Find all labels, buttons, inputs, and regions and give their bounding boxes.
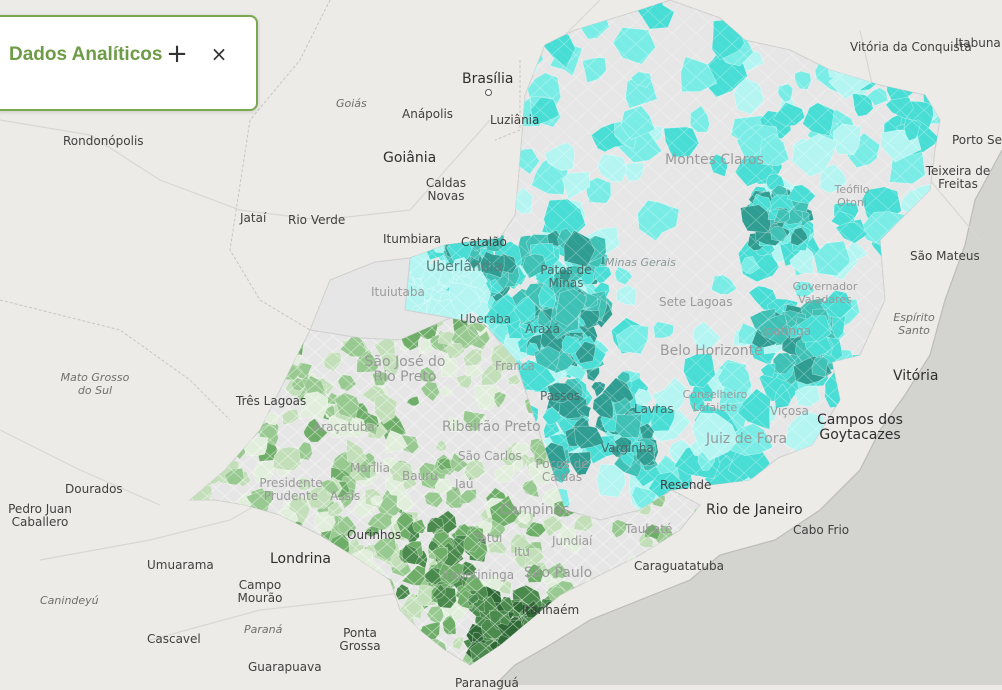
- city-label-montes-claros: Montes Claros: [665, 152, 764, 168]
- city-label-porto-seguro: Porto Seguro: [952, 133, 1002, 147]
- city-label-itumbiara: Itumbiara: [383, 232, 442, 246]
- city-label-patos-de-minas: Patos de Minas: [540, 263, 592, 290]
- city-label-varginha: Varginha: [601, 441, 654, 455]
- city-label-luziania: Luziânia: [490, 113, 540, 127]
- city-label-cascavel: Cascavel: [147, 632, 201, 646]
- city-label-belo-horizonte: Belo Horizonte: [660, 343, 763, 359]
- city-label-jau: Jaú: [455, 477, 474, 491]
- city-label-goiania: Goiânia: [383, 150, 437, 166]
- city-label-campo-mourao: Campo Mourão: [237, 578, 283, 605]
- city-label-marilia: Marília: [350, 461, 390, 475]
- city-label-tatui: Tatuí: [474, 531, 503, 545]
- city-label-rio-verde: Rio Verde: [288, 213, 346, 227]
- coastline: [494, 149, 1002, 685]
- close-icon[interactable]: ×: [206, 39, 232, 69]
- city-label-umuarama: Umuarama: [147, 558, 214, 572]
- analytics-panel: Dados Analíticos + ×: [0, 15, 258, 111]
- city-label-sao-carlos: São Carlos: [458, 449, 522, 463]
- city-label-taubate: Taubaté: [625, 522, 673, 536]
- city-label-sete-lagoas: Sete Lagoas: [659, 295, 733, 309]
- city-label-ituiutaba: Ituiutaba: [371, 285, 425, 299]
- city-label-passos: Passos: [540, 389, 581, 403]
- city-label-guarapuava: Guarapuava: [248, 660, 322, 674]
- city-label-paranagua: Paranaguá: [455, 676, 519, 690]
- city-label-sao-jose-do-rio-preto: São José do Rio Preto: [364, 354, 446, 385]
- city-label-vitoria-da-conquista: Vitória da Conquista: [850, 40, 972, 54]
- city-label-londrina: Londrina: [270, 551, 331, 567]
- city-label-teixeira-de-freitas: Teixeira de Freitas: [925, 164, 991, 191]
- city-label-governador-valadares: Governador Valadares: [792, 280, 858, 306]
- city-label-cabo-frio: Cabo Frio: [793, 523, 850, 537]
- city-label-juiz-de-fora: Juiz de Fora: [706, 431, 788, 447]
- city-label-ponta-grossa: Ponta Grossa: [339, 626, 381, 653]
- city-label-campinas: Campinas: [500, 502, 570, 518]
- city-label-sao-mateus: São Mateus: [910, 249, 980, 263]
- city-label-rio-de-janeiro: Rio de Janeiro: [706, 502, 803, 518]
- city-label-itu: Itu: [514, 545, 530, 559]
- region-label-goias: Goiás: [336, 97, 367, 110]
- state-borders: [0, 0, 521, 421]
- city-label-ourinhos: Ourinhos: [347, 528, 402, 542]
- ocean: [495, 150, 1002, 685]
- city-label-campos-dos-goytacazes: Campos dos Goytacazes: [817, 412, 903, 443]
- city-label-vicosa: Viçosa: [770, 404, 809, 418]
- city-label-lavras: Lavras: [634, 402, 674, 416]
- region-label-parana: Paraná: [244, 623, 283, 636]
- city-label-resende: Resende: [660, 478, 712, 492]
- city-label-caldas-novas: Caldas Novas: [425, 176, 467, 203]
- city-label-presidente-prudente: Presidente Prudente: [259, 476, 323, 503]
- city-label-ipatinga: Ipatinga: [762, 324, 812, 338]
- capital-marker-brasilia: [485, 89, 492, 96]
- city-label-caraguatatuba: Caraguatatuba: [634, 559, 724, 573]
- add-icon[interactable]: +: [164, 39, 190, 69]
- city-label-brasilia: Brasília: [462, 71, 514, 87]
- region-label-espirito-santo: Espírito Santo: [893, 311, 935, 337]
- city-label-vitoria: Vitória: [893, 368, 939, 384]
- region-label-minas-gerais: Minas Gerais: [605, 256, 676, 269]
- city-label-tres-lagoas: Três Lagoas: [236, 394, 307, 408]
- city-label-uberaba: Uberaba: [460, 312, 512, 326]
- analytics-panel-title: Dados Analíticos: [9, 44, 163, 65]
- city-label-bauru: Bauru: [402, 469, 438, 483]
- city-label-anapolis: Anápolis: [402, 107, 454, 121]
- region-label-canindeyu: Canindeyú: [40, 594, 99, 607]
- city-label-assis: Assis: [330, 489, 361, 503]
- city-label-itanhaem: Itanhaém: [522, 603, 580, 617]
- city-label-uberlandia: Uberlândia: [426, 259, 503, 275]
- city-label-teofilo-otoni: Teófilo Otoni: [834, 183, 870, 209]
- city-label-aracatuba: Araçatuba: [313, 420, 375, 434]
- city-label-ribeirao-preto: Ribeirão Preto: [442, 419, 541, 435]
- city-label-itabuna: Itabuna: [955, 36, 1001, 50]
- city-label-sao-paulo: São Paulo: [524, 565, 593, 581]
- city-label-catalao: Catalão: [461, 235, 507, 249]
- city-label-jatai: Jataí: [240, 211, 267, 225]
- city-label-itapetininga: Itapetininga: [442, 568, 515, 582]
- city-label-franca: Franca: [495, 359, 535, 373]
- city-label-jundiai: Jundiaí: [552, 534, 593, 548]
- city-label-dourados: Dourados: [65, 482, 123, 496]
- city-label-pocos-de-caldas: Poços de Caldas: [535, 457, 589, 484]
- city-label-araxa: Araxá: [525, 322, 560, 336]
- city-label-conselheiro-lafaiete: Conselheiro Lafaiete: [682, 388, 748, 414]
- city-label-rondonopolis: Rondonópolis: [63, 134, 144, 148]
- city-label-pedro-juan-caballero: Pedro Juan Caballero: [8, 502, 72, 529]
- region-label-mato-grosso-do-sul: Mato Grosso do Sul: [60, 371, 130, 397]
